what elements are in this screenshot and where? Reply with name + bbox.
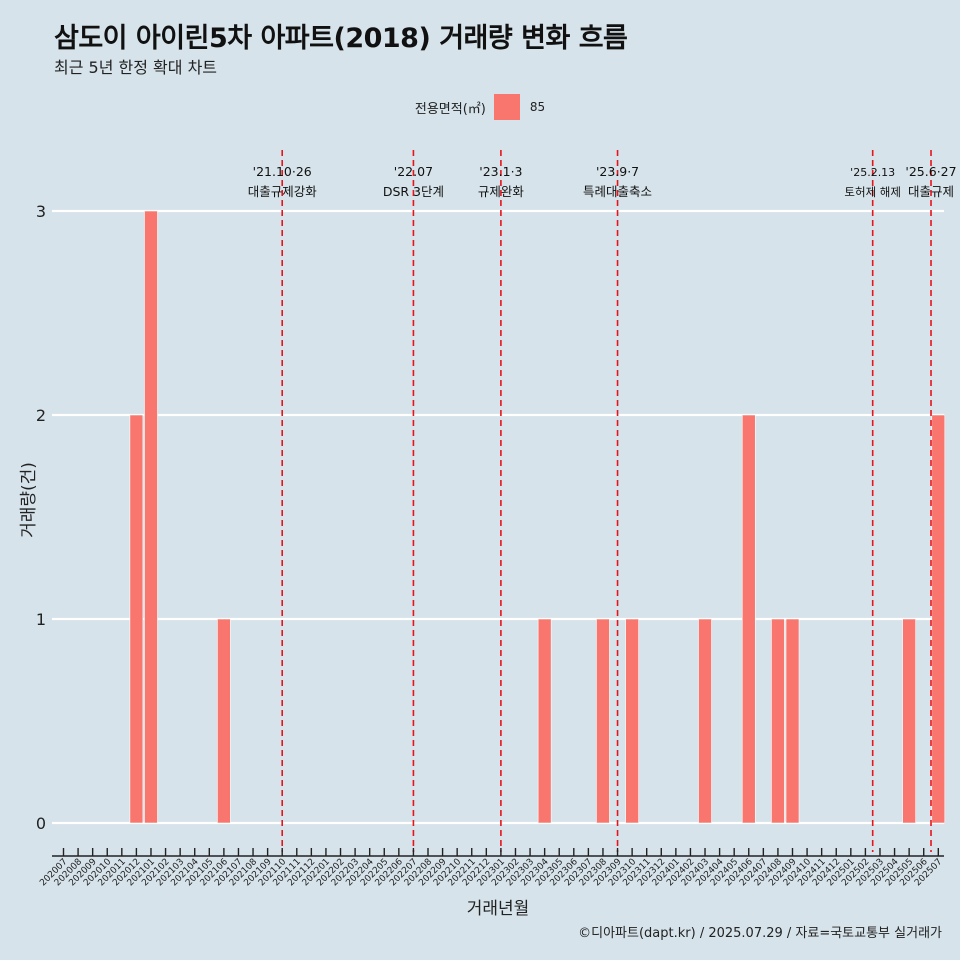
annotation-date: '25.2.13	[850, 166, 895, 179]
caption: ©디아파트(dapt.kr) / 2025.07.29 / 자료=국토교통부 실…	[578, 926, 942, 941]
annotation-label: 대출규제	[908, 184, 954, 199]
legend-label: 85	[529, 100, 546, 114]
annotation-date: '25.6·27	[905, 164, 956, 179]
annotation-date: '23.9·7	[596, 164, 639, 179]
annotation-date: '23.1·3	[479, 164, 522, 179]
chart-subtitle: 최근 5년 한정 확대 차트	[54, 58, 218, 77]
legend: 전용면적(㎡) 85	[0, 93, 960, 121]
annotation-date: '21.10·26	[253, 164, 312, 179]
bar-202403	[698, 618, 712, 824]
bar-202409	[785, 618, 800, 824]
annotation-label: 규제완화	[478, 184, 525, 199]
y-tick-label: 3	[36, 202, 46, 221]
bar-202101	[144, 210, 158, 824]
y-tick-label: 1	[36, 610, 46, 629]
bar-202308	[596, 618, 610, 824]
annotation-label: 대출규제강화	[248, 184, 318, 199]
bar-202012	[129, 414, 144, 824]
y-axis-title: 거래량(건)	[19, 462, 39, 538]
chart-title: 삼도이 아이린5차 아파트(2018) 거래량 변화 흐름	[54, 23, 628, 54]
bar-202408	[771, 618, 785, 824]
bar-202106	[217, 618, 231, 824]
legend-swatch	[493, 94, 520, 120]
bar-202505	[902, 618, 916, 824]
annotation-label: 토허제 해제	[844, 185, 901, 199]
annotation-label: DSR 3단계	[383, 184, 444, 199]
bar-202310	[625, 618, 639, 824]
annotation-date: '22.07	[394, 164, 433, 179]
legend-title: 전용면적(㎡)	[414, 101, 486, 117]
axes: 0123202007202008202009202010202011202012…	[36, 202, 945, 888]
gridlines	[52, 209, 944, 825]
y-tick-label: 0	[36, 814, 46, 833]
bar-202304	[537, 618, 552, 824]
y-tick-label: 2	[36, 406, 46, 425]
bars	[129, 210, 946, 824]
bar-202507	[931, 414, 946, 824]
bar-202406	[741, 414, 756, 824]
annotation-label: 특례대출축소	[583, 184, 652, 199]
x-axis-title: 거래년월	[467, 899, 530, 919]
annotations: '21.10·26 대출규제강화 '22.07 DSR 3단계 '23.1·3 규제완화 '…	[248, 150, 957, 852]
